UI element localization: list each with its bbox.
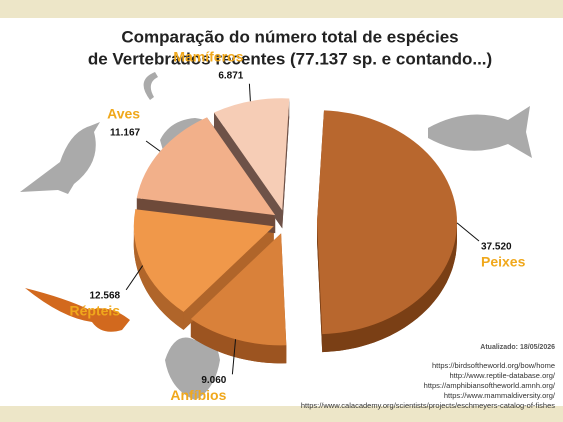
value-label: 9.060 <box>201 375 226 386</box>
category-label: Anfíbios <box>170 387 226 403</box>
slice <box>316 110 457 335</box>
category-label: Peixes <box>481 254 526 270</box>
category-label: Mamíferos <box>173 48 243 64</box>
slice-side <box>322 222 457 353</box>
category-label: Aves <box>107 106 140 122</box>
slice-edge <box>214 112 283 229</box>
lizard-icon <box>25 288 130 332</box>
source-link: https://amphibiansoftheworld.amnh.org/ <box>424 381 556 390</box>
source-link: http://www.reptile-database.org/ <box>450 371 556 380</box>
leader-line <box>145 140 161 152</box>
category-label: Répteis <box>70 303 121 319</box>
slice <box>214 98 290 211</box>
value-label: 37.520 <box>481 242 512 253</box>
bottom-band <box>0 406 563 422</box>
bird-icon <box>20 122 100 194</box>
slice <box>133 209 274 312</box>
chart-title: de Vertebrados recentes (77.137 sp. e co… <box>88 49 492 68</box>
source-link: https://birdsoftheworld.org/bow/home <box>432 361 555 370</box>
source-link: https://www.mammaldiversity.org/ <box>444 391 556 400</box>
leader-line <box>125 265 144 291</box>
value-label: 12.568 <box>90 291 121 302</box>
slice-side <box>190 318 287 364</box>
value-label: 6.871 <box>218 70 243 81</box>
slice-edge <box>183 226 274 330</box>
leader-line <box>456 222 480 242</box>
leader-line <box>248 83 251 102</box>
updated-note: Atualizado: 18/05/2026 <box>480 344 555 351</box>
slice <box>190 233 287 346</box>
slice-edge <box>316 222 323 353</box>
fish-icon <box>428 106 532 158</box>
value-label: 11.167 <box>110 128 140 139</box>
slice-side <box>133 223 184 330</box>
top-band <box>0 0 563 18</box>
source-link: https://www.calacademy.org/scientists/pr… <box>301 401 555 410</box>
chart-title: Comparação do número total de espécies <box>121 27 458 46</box>
slice-edge <box>282 98 290 229</box>
frog-icon <box>165 337 220 400</box>
slice <box>136 117 276 216</box>
leader-line <box>231 339 237 375</box>
